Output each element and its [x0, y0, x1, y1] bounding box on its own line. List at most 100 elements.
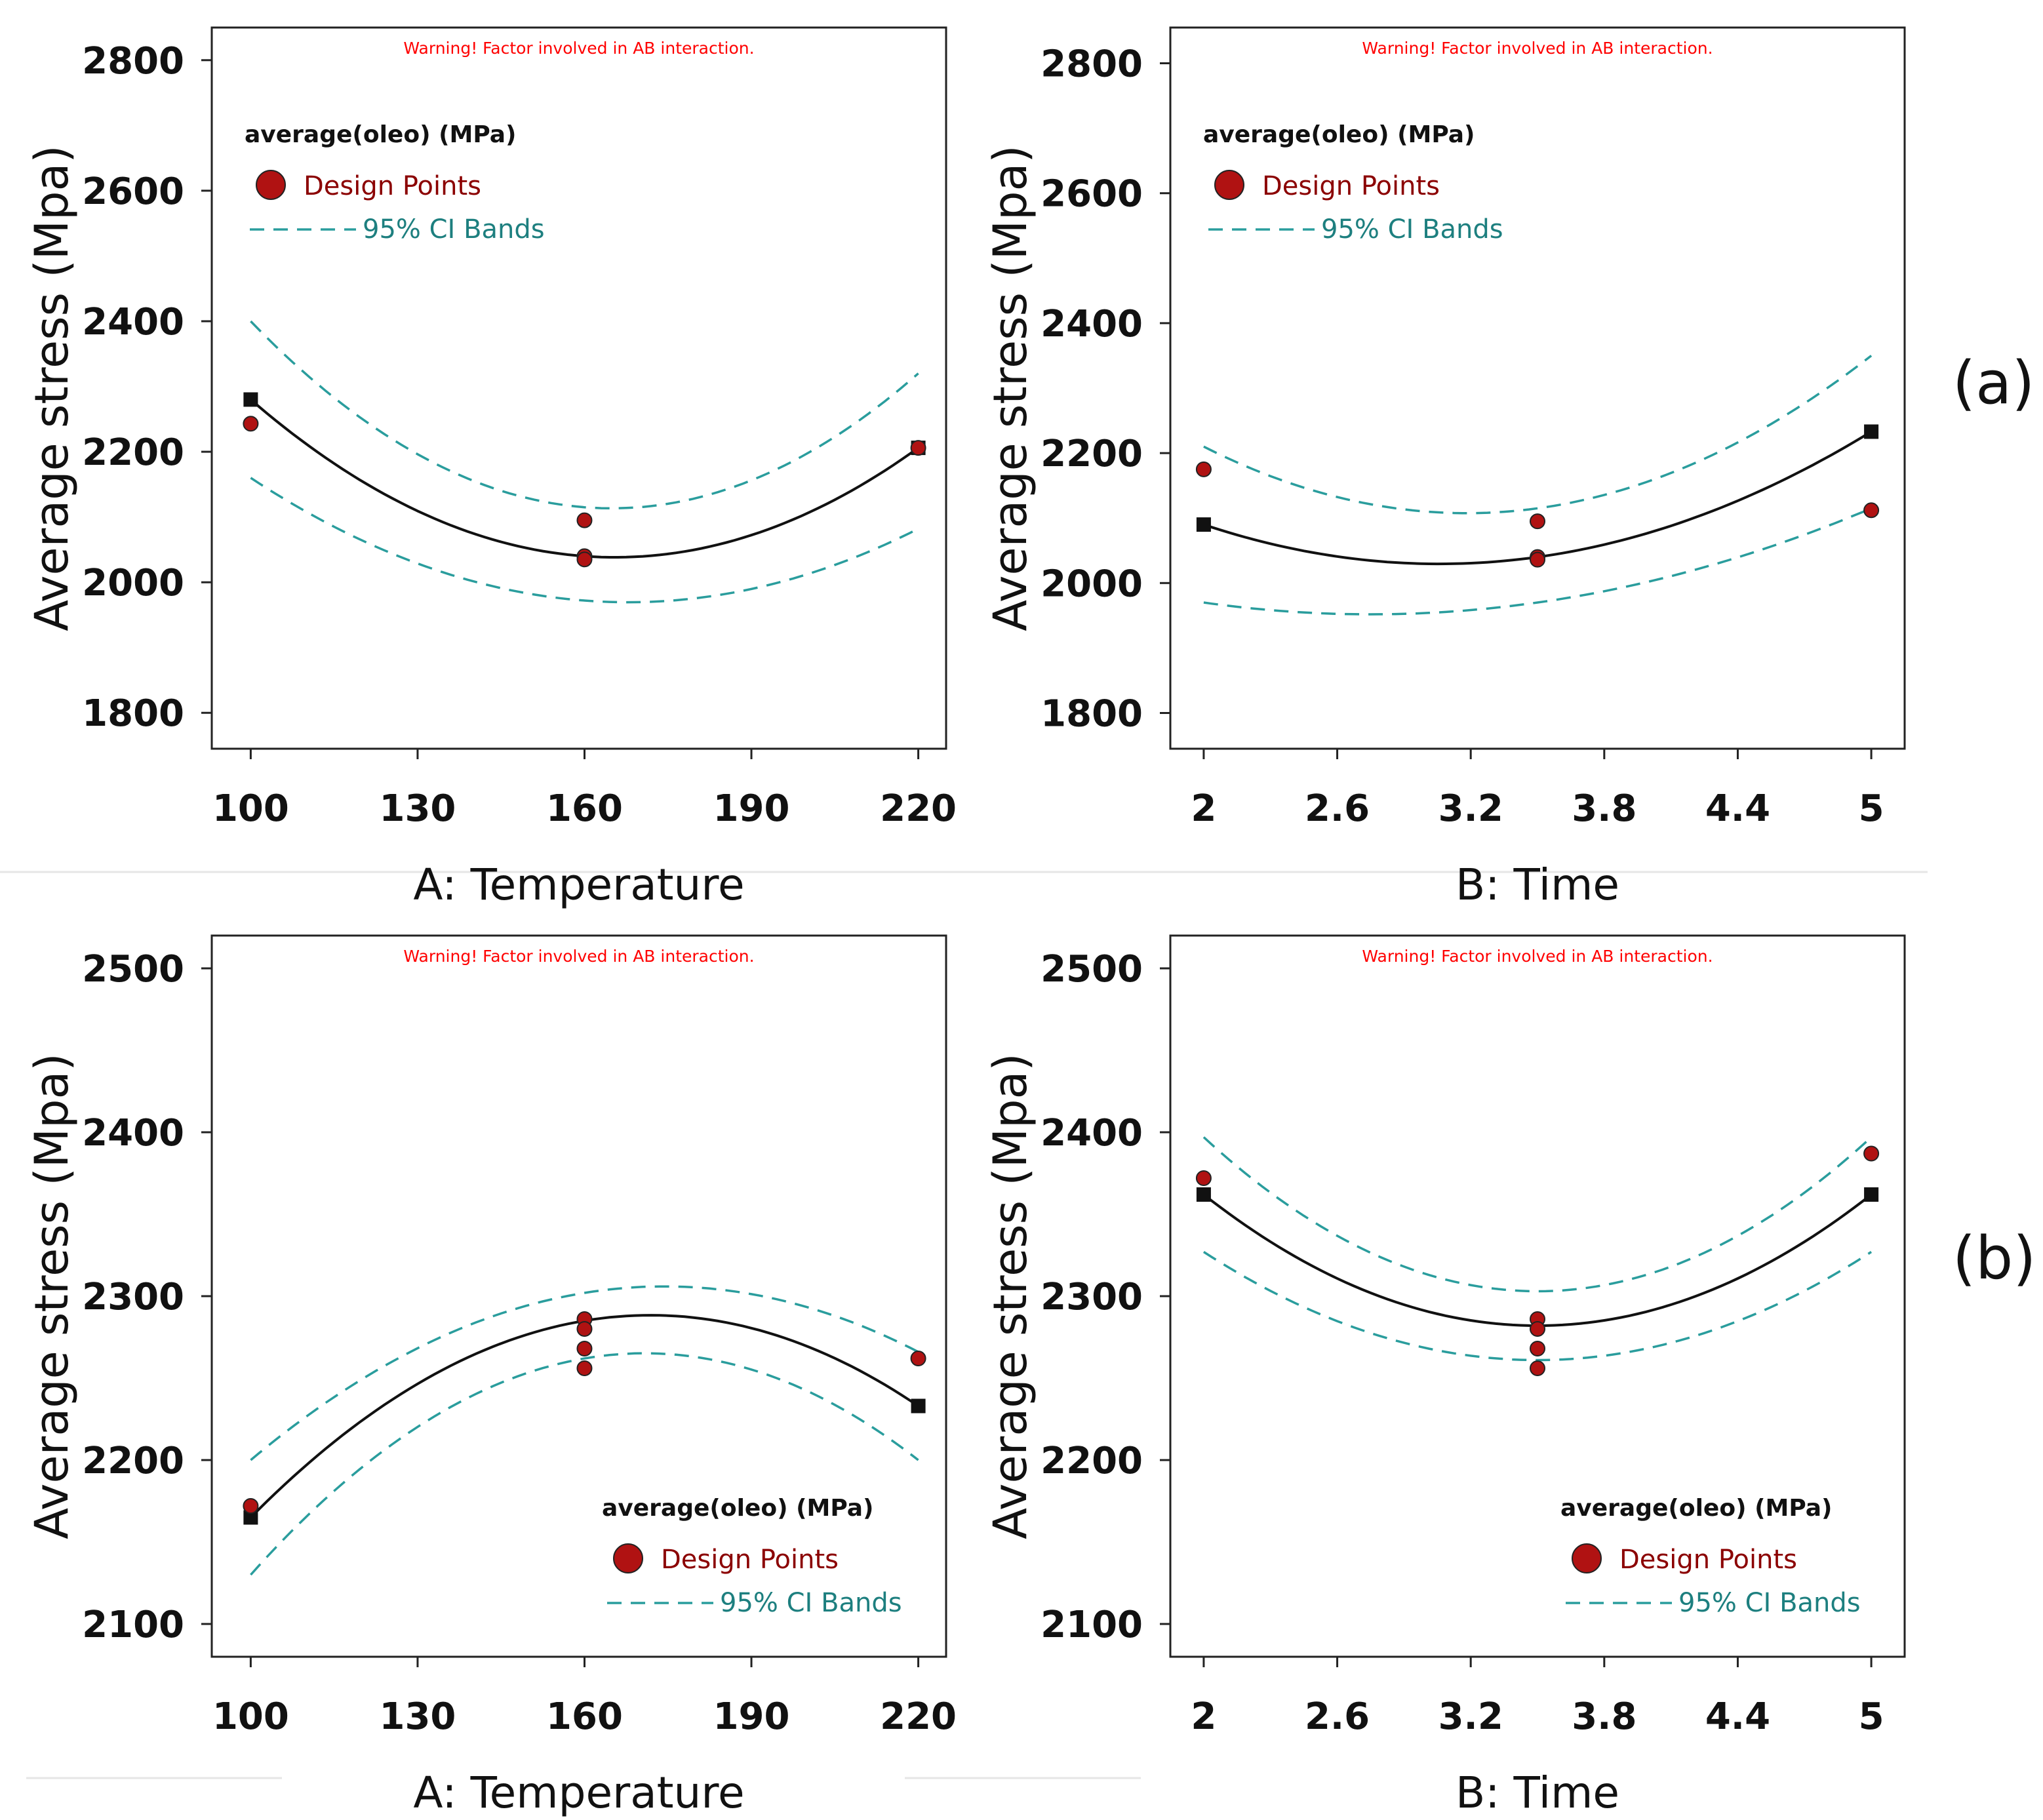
x-tick-label: 3.8: [1572, 1695, 1636, 1738]
design-point: [1195, 1170, 1212, 1186]
design-point: [576, 1360, 593, 1376]
x-axis-label: A: Temperature: [413, 860, 744, 910]
prediction-marker: [1196, 517, 1211, 532]
design-point: [576, 1321, 593, 1337]
design-point: [243, 416, 259, 432]
y-tick-label: 2200: [1041, 433, 1143, 475]
ci-band-upper: [1203, 355, 1873, 515]
x-tick-label: 2: [1191, 787, 1216, 830]
legend-ci-bands: 95% CI Bands: [363, 214, 545, 245]
warning-text: Warning! Factor involved in AB interacti…: [1362, 947, 1713, 966]
y-tick-label: 2400: [1041, 1112, 1143, 1155]
design-point: [910, 1351, 926, 1366]
legend-design-points: Design Points: [661, 1545, 839, 1575]
legend-design-point-marker: [1214, 170, 1244, 200]
legend: average(oleo) (MPa) Design Points 95% CI B…: [1203, 121, 1503, 245]
design-point: [576, 1341, 593, 1356]
y-tick-label: 2200: [82, 1440, 184, 1482]
chart-b-time: 2100 2200 2300 2400 2500 2 2.6 3.2 3.8 4.4 5 Averag…: [983, 934, 1906, 1818]
y-tick-label: 2000: [1041, 563, 1143, 605]
design-point: [1530, 513, 1545, 530]
prediction-marker: [243, 392, 258, 407]
x-tick-label: 160: [546, 787, 623, 830]
legend-title: average(oleo) (MPa): [1560, 1495, 1833, 1522]
plot-frame: [210, 26, 947, 750]
design-point: [1863, 502, 1880, 519]
plot-frame: [1169, 26, 1906, 750]
legend-ci-bands: 95% CI Bands: [720, 1588, 902, 1618]
chart-a-time: 1800 2000 2200 2400 2600 2800 2 2.6 3.2 3.8 4.4 5 Av…: [983, 26, 1906, 910]
x-tick-label: 5: [1859, 787, 1884, 830]
y-tick-label: 2300: [82, 1276, 184, 1318]
prediction-marker: [243, 1510, 258, 1525]
x-axis-label: A: Temperature: [413, 1768, 744, 1818]
chart-a-temperature: 1800 2000 2200 2400 2600 2800 100 130 160 190 220 A…: [25, 26, 957, 910]
y-tick-label: 2500: [82, 948, 184, 991]
legend-design-point-marker: [1572, 1543, 1602, 1573]
design-point: [1195, 461, 1212, 477]
x-tick-label: 190: [713, 787, 790, 830]
y-tick-label: 2600: [1041, 173, 1143, 216]
fit-line: [250, 398, 919, 559]
legend-title: average(oleo) (MPa): [602, 1495, 874, 1522]
legend-design-point-marker: [613, 1543, 643, 1573]
y-tick-label: 2600: [82, 170, 184, 213]
design-point: [576, 512, 593, 528]
y-tick-label: 1800: [1041, 692, 1143, 735]
x-tick-label: 130: [379, 1695, 456, 1738]
x-tick-label: 220: [880, 1695, 957, 1738]
x-tick-label: 2.6: [1305, 1695, 1370, 1738]
design-point: [1863, 1145, 1880, 1162]
x-tick-label: 5: [1859, 1695, 1884, 1738]
ci-band-upper: [250, 320, 919, 510]
panel-label-b: (b): [1953, 1224, 2036, 1293]
x-tick-label: 220: [880, 787, 957, 830]
x-tick-label: 4.4: [1705, 1695, 1770, 1738]
design-point: [1530, 1341, 1545, 1356]
ci-band-upper: [250, 1285, 919, 1461]
x-tick-label: 2.6: [1305, 787, 1370, 830]
chart-b-temperature: 2100 2200 2300 2400 2500 100 130 160 190 220 Avera…: [25, 934, 957, 1818]
legend-title: average(oleo) (MPa): [1203, 121, 1475, 148]
prediction-marker: [1196, 1187, 1211, 1202]
y-tick-label: 2800: [1041, 43, 1143, 86]
ci-band-upper: [1202, 1136, 1873, 1293]
x-tick-label: 130: [379, 787, 456, 830]
y-tick-label: 2500: [1041, 948, 1143, 991]
x-tick-label: 3.8: [1572, 787, 1636, 830]
legend-design-points: Design Points: [304, 171, 481, 201]
y-tick-label: 2100: [1041, 1604, 1143, 1646]
design-point: [1530, 551, 1545, 568]
design-point: [1530, 1321, 1545, 1337]
prediction-marker: [1864, 424, 1879, 439]
y-tick-label: 2800: [82, 40, 184, 83]
y-axis-label: Average stress (Mpa): [25, 145, 79, 631]
y-axis-label: Average stress (Mpa): [983, 1053, 1037, 1539]
legend: average(oleo) (MPa) Design Points 95% CI B…: [602, 1495, 902, 1618]
ci-band-lower: [1203, 507, 1872, 616]
x-tick-label: 160: [546, 1695, 623, 1738]
y-axis-label: Average stress (Mpa): [25, 1053, 79, 1539]
y-tick-label: 2200: [82, 431, 184, 474]
ci-band-lower: [250, 1352, 919, 1576]
x-tick-label: 3.2: [1438, 787, 1503, 830]
y-tick-label: 2400: [82, 1112, 184, 1155]
y-tick-label: 2400: [82, 301, 184, 344]
separator-lines: [0, 871, 1928, 1779]
legend: average(oleo) (MPa) Design Points 95% CI B…: [245, 121, 545, 245]
x-tick-label: 100: [212, 1695, 289, 1738]
x-axis-label: B: Time: [1456, 860, 1619, 910]
x-tick-label: 4.4: [1705, 787, 1770, 830]
y-tick-label: 2400: [1041, 303, 1143, 346]
ci-band-lower: [1202, 1251, 1873, 1362]
legend-ci-bands: 95% CI Bands: [1321, 214, 1503, 245]
y-tick-label: 2200: [1041, 1440, 1143, 1482]
x-tick-label: 2: [1191, 1695, 1216, 1738]
legend-design-points: Design Points: [1619, 1545, 1797, 1575]
x-tick-label: 190: [713, 1695, 790, 1738]
y-tick-label: 2300: [1041, 1276, 1143, 1318]
prediction-marker: [911, 1398, 926, 1414]
x-axis-label: B: Time: [1456, 1768, 1619, 1818]
warning-text: Warning! Factor involved in AB interacti…: [1362, 39, 1713, 58]
